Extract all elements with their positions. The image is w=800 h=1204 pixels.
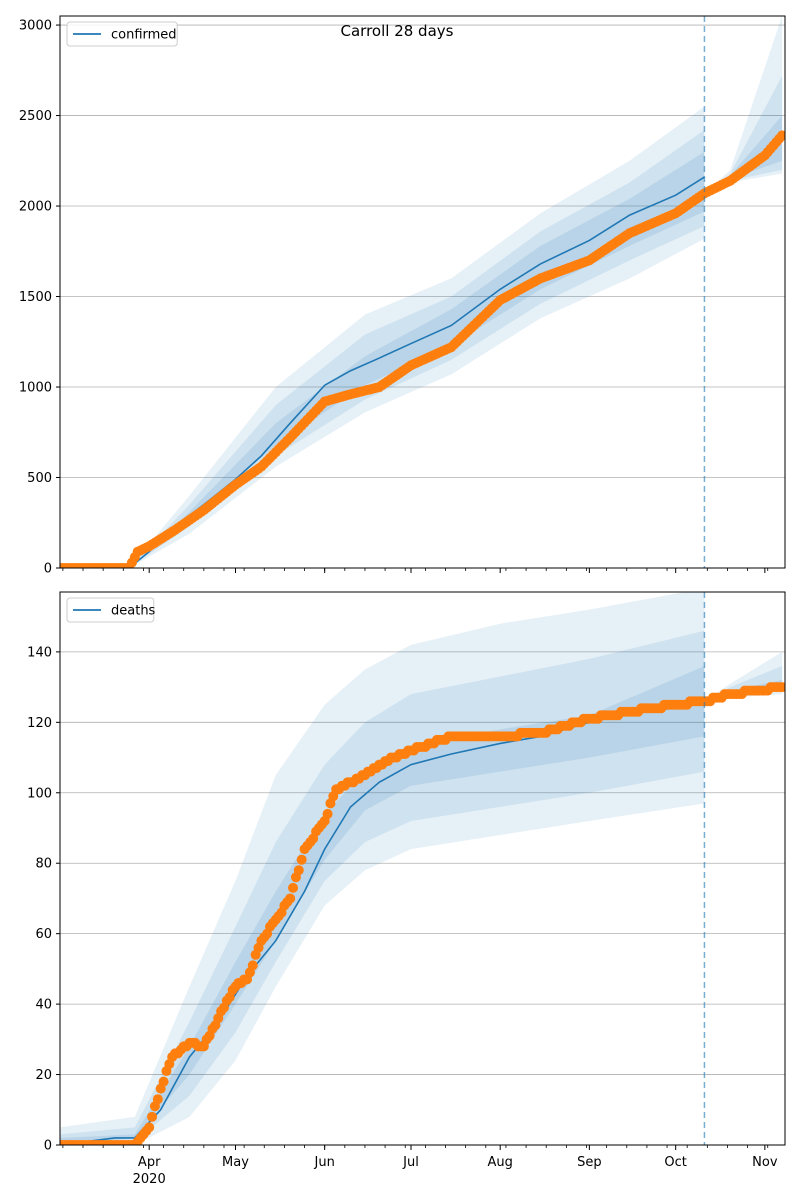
y-tick-label: 120 [27,716,52,731]
y-tick-label: 1000 [19,381,52,396]
x-tick-label: Jun [314,1155,335,1170]
plot-area [60,16,785,568]
observed-point [158,1076,169,1087]
legend: confirmed [66,21,178,47]
x-tick-sublabel: 2020 [133,1172,166,1187]
y-tick-label: 1500 [19,290,52,305]
y-tick-label: 500 [27,471,52,486]
x-tick-label: Apr [138,1155,161,1170]
y-tick-label: 80 [35,857,52,872]
chart-panel-1: 0 500 1000 1500 2000 2500 3000 confirmed Carroll… [19,15,786,577]
observed-points [60,682,785,1145]
y-tick-label: 2500 [19,109,52,124]
observed-point [777,130,785,141]
observed-point [147,1111,158,1122]
y-tick-label: 100 [27,786,52,801]
band-middle [129,130,705,568]
y-tick-label: 3000 [19,19,52,34]
observed-points [60,130,785,568]
x-tick-label: Sep [577,1155,602,1170]
legend-label: confirmed [111,28,177,43]
observed-point [247,960,258,971]
x-tick-label: Oct [664,1155,686,1170]
legend-label: deaths [111,604,156,619]
observed-point [288,882,299,893]
plot-frame [59,591,786,1146]
y-tick-label: 140 [27,645,52,660]
y-tick-label: 40 [35,998,52,1013]
plot-frame [59,15,786,569]
legend-box [66,21,178,47]
legend: deaths [66,597,156,623]
band-middle [704,75,783,194]
y-tick-label: 20 [35,1068,52,1083]
observed-point [144,1122,155,1133]
observed-point [296,854,307,865]
y-tick-label: 60 [35,927,52,942]
observed-point [285,893,296,904]
chart-title: Carroll 28 days [341,22,454,40]
chart-panel-2: 0 20 40 60 80 100 120 140 Apr 2020 May Jun Jul Aug Sep… [27,591,786,1187]
band-outer [704,16,783,194]
x-tick-label: Nov [752,1155,778,1170]
band-inner [60,665,705,1145]
plot-area [60,592,785,1145]
x-tick-label: Aug [487,1155,512,1170]
y-tick-label: 2000 [19,200,52,215]
observed-point [322,808,333,819]
observed-point [777,682,785,693]
legend-box [66,597,155,623]
observed-point [152,1094,163,1105]
y-tick-label: 0 [44,562,52,577]
observed-point [293,865,304,876]
y-tick-label: 0 [44,1139,52,1154]
x-tick-label: May [222,1155,249,1170]
x-tick-label: Jul [402,1155,419,1170]
